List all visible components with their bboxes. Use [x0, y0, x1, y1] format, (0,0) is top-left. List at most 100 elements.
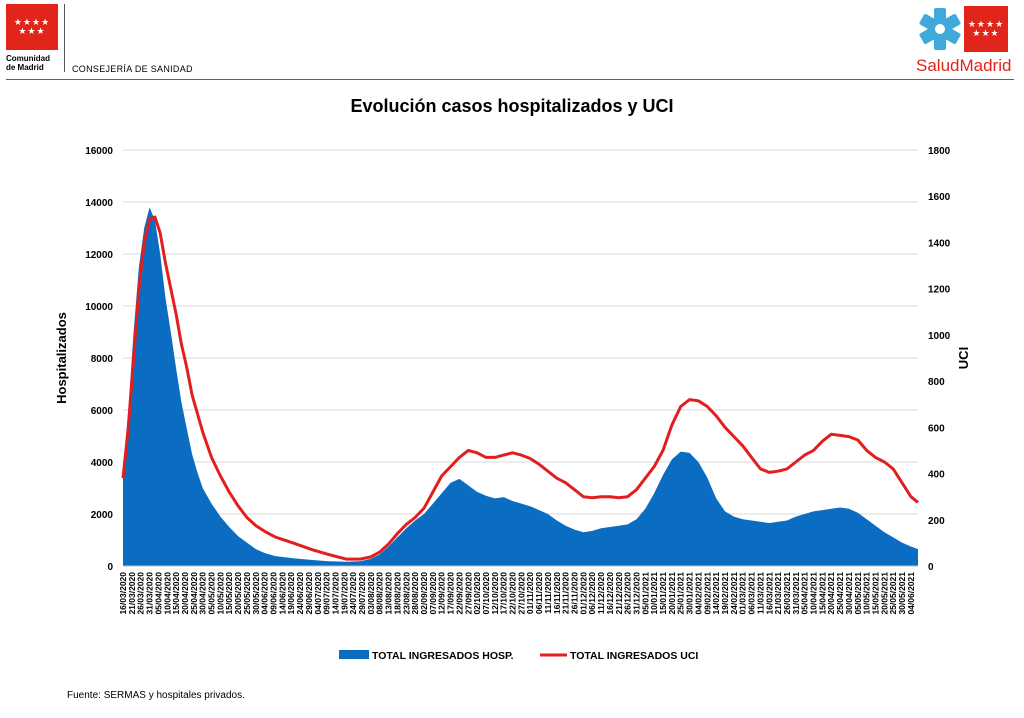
- x-tick-label: 30/04/2021: [844, 572, 854, 615]
- y2-tick-label: 200: [928, 516, 945, 527]
- y-tick-label: 2000: [91, 510, 114, 521]
- x-tick-label: 15/04/2021: [817, 572, 827, 615]
- x-tick-label: 07/09/2020: [428, 572, 438, 615]
- header-divider: [64, 4, 65, 72]
- x-tick-label: 25/05/2020: [242, 572, 252, 615]
- comunidad-madrid-logo: ★★★★ ★★★ Comunidad de Madrid: [6, 4, 66, 72]
- brand-right: Madrid: [959, 56, 1012, 75]
- x-tick-label: 12/09/2020: [437, 572, 447, 615]
- y-tick-label: 14000: [85, 198, 113, 209]
- x-tick-label: 09/06/2020: [269, 572, 279, 615]
- x-tick-label: 09/07/2020: [322, 572, 332, 615]
- x-tick-label: 31/03/2020: [145, 572, 155, 615]
- x-tick-label: 07/10/2020: [481, 572, 491, 615]
- x-tick-label: 25/05/2021: [888, 572, 898, 615]
- header-rule: [6, 79, 1014, 80]
- x-tick-label: 15/01/2021: [658, 572, 668, 615]
- x-tick-label: 14/02/2021: [711, 572, 721, 615]
- x-tick-label: 27/09/2020: [463, 572, 473, 615]
- x-tick-label: 05/01/2021: [640, 572, 650, 615]
- uci-line: [121, 215, 919, 561]
- x-tick-label: 15/05/2020: [224, 572, 234, 615]
- x-tick-label: 30/01/2021: [685, 572, 695, 615]
- x-tick-label: 22/09/2020: [454, 572, 464, 615]
- x-tick-label: 14/07/2020: [330, 572, 340, 615]
- x-tick-label: 20/01/2021: [667, 572, 677, 615]
- x-tick-label: 19/06/2020: [286, 572, 296, 615]
- brand-name: SaludMadrid: [916, 56, 1011, 76]
- y2-tick-label: 800: [928, 377, 945, 388]
- x-tick-label: 25/01/2021: [676, 572, 686, 615]
- x-tick-label: 10/05/2021: [862, 572, 872, 615]
- x-tick-label: 19/02/2021: [720, 572, 730, 615]
- x-tick-label: 04/02/2021: [693, 572, 703, 615]
- red-flag-stars-icon: ★★★★ ★★★: [964, 6, 1008, 52]
- x-tick-label: 20/05/2020: [233, 572, 243, 615]
- x-tick-label: 04/06/2020: [260, 572, 270, 615]
- x-tick-label: 16/11/2020: [552, 572, 562, 614]
- x-tick-label: 20/04/2020: [180, 572, 190, 615]
- red-flag-stars-icon: ★★★★ ★★★: [6, 4, 58, 50]
- x-tick-label: 11/03/2021: [755, 572, 765, 614]
- x-tick-label: 16/12/2020: [605, 572, 615, 615]
- x-tick-label: 17/09/2020: [446, 572, 456, 615]
- x-tick-label: 05/05/2020: [207, 572, 217, 615]
- x-tick-label: 12/10/2020: [490, 572, 500, 615]
- x-tick-label: 06/11/2020: [534, 572, 544, 614]
- x-tick-label: 06/12/2020: [587, 572, 597, 615]
- org-name-line2: de Madrid: [6, 63, 44, 72]
- x-tick-label: 28/08/2020: [410, 572, 420, 615]
- x-tick-label: 29/06/2020: [304, 572, 314, 615]
- x-tick-label: 10/05/2020: [215, 572, 225, 615]
- x-tick-label: 19/07/2020: [339, 572, 349, 615]
- x-tick-label: 05/05/2021: [853, 572, 863, 615]
- x-tick-label: 13/08/2020: [384, 572, 394, 615]
- x-tick-label: 24/02/2021: [729, 572, 739, 615]
- legend-label-uci: TOTAL INGRESADOS UCI: [570, 650, 698, 662]
- y2-tick-label: 1400: [928, 238, 951, 249]
- y-tick-label: 16000: [85, 146, 113, 157]
- x-tick-label: 01/03/2021: [738, 572, 748, 615]
- x-tick-label: 08/08/2020: [375, 572, 385, 615]
- x-tick-label: 16/03/2021: [764, 572, 774, 615]
- x-tick-label: 03/08/2020: [366, 572, 376, 615]
- x-tick-label: 25/04/2020: [189, 572, 199, 615]
- chart-title: Evolución casos hospitalizados y UCI: [350, 96, 674, 116]
- x-tick-label: 06/03/2021: [747, 572, 757, 615]
- x-tick-label: 10/04/2020: [162, 572, 172, 615]
- x-tick-label: 21/03/2020: [127, 572, 137, 615]
- x-tick-label: 05/04/2021: [800, 572, 810, 615]
- x-tick-label: 14/06/2020: [277, 572, 287, 615]
- x-tick-label: 21/03/2021: [773, 572, 783, 615]
- y2-tick-label: 1800: [928, 146, 951, 157]
- y2-tick-label: 1600: [928, 192, 951, 203]
- brand-left: Salud: [916, 56, 960, 75]
- x-tick-label: 04/07/2020: [313, 572, 323, 615]
- x-tick-label: 29/07/2020: [357, 572, 367, 615]
- x-tick-label: 10/04/2021: [809, 572, 819, 615]
- department-label: CONSEJERÍA DE SANIDAD: [72, 64, 193, 74]
- x-tick-label: 18/08/2020: [392, 572, 402, 615]
- x-tick-label: 15/04/2020: [171, 572, 181, 615]
- y2-tick-label: 400: [928, 470, 945, 481]
- x-tick-label: 31/12/2020: [631, 572, 641, 615]
- x-tick-label: 02/09/2020: [419, 572, 429, 615]
- legend-label-hosp: TOTAL INGRESADOS HOSP.: [372, 650, 514, 662]
- org-name-line1: Comunidad: [6, 54, 50, 63]
- x-tick-label: 01/12/2020: [578, 572, 588, 615]
- y2-tick-label: 1200: [928, 285, 951, 296]
- x-tick-label: 04/06/2021: [906, 572, 916, 615]
- x-tick-label: 21/11/2020: [561, 572, 571, 614]
- y-tick-label: 0: [107, 562, 113, 573]
- x-tick-label: 11/12/2020: [596, 572, 606, 614]
- x-tick-label: 22/10/2020: [508, 572, 518, 615]
- x-tick-label: 20/04/2021: [826, 572, 836, 615]
- y-tick-label: 10000: [85, 302, 113, 313]
- x-tick-label: 26/12/2020: [623, 572, 633, 615]
- y2-tick-label: 0: [928, 562, 934, 573]
- y2-axis-label: UCI: [956, 347, 971, 369]
- x-tick-label: 23/08/2020: [401, 572, 411, 615]
- x-tick-label: 30/05/2020: [251, 572, 261, 615]
- x-tick-label: 27/10/2020: [516, 572, 526, 615]
- x-tick-label: 30/05/2021: [897, 572, 907, 615]
